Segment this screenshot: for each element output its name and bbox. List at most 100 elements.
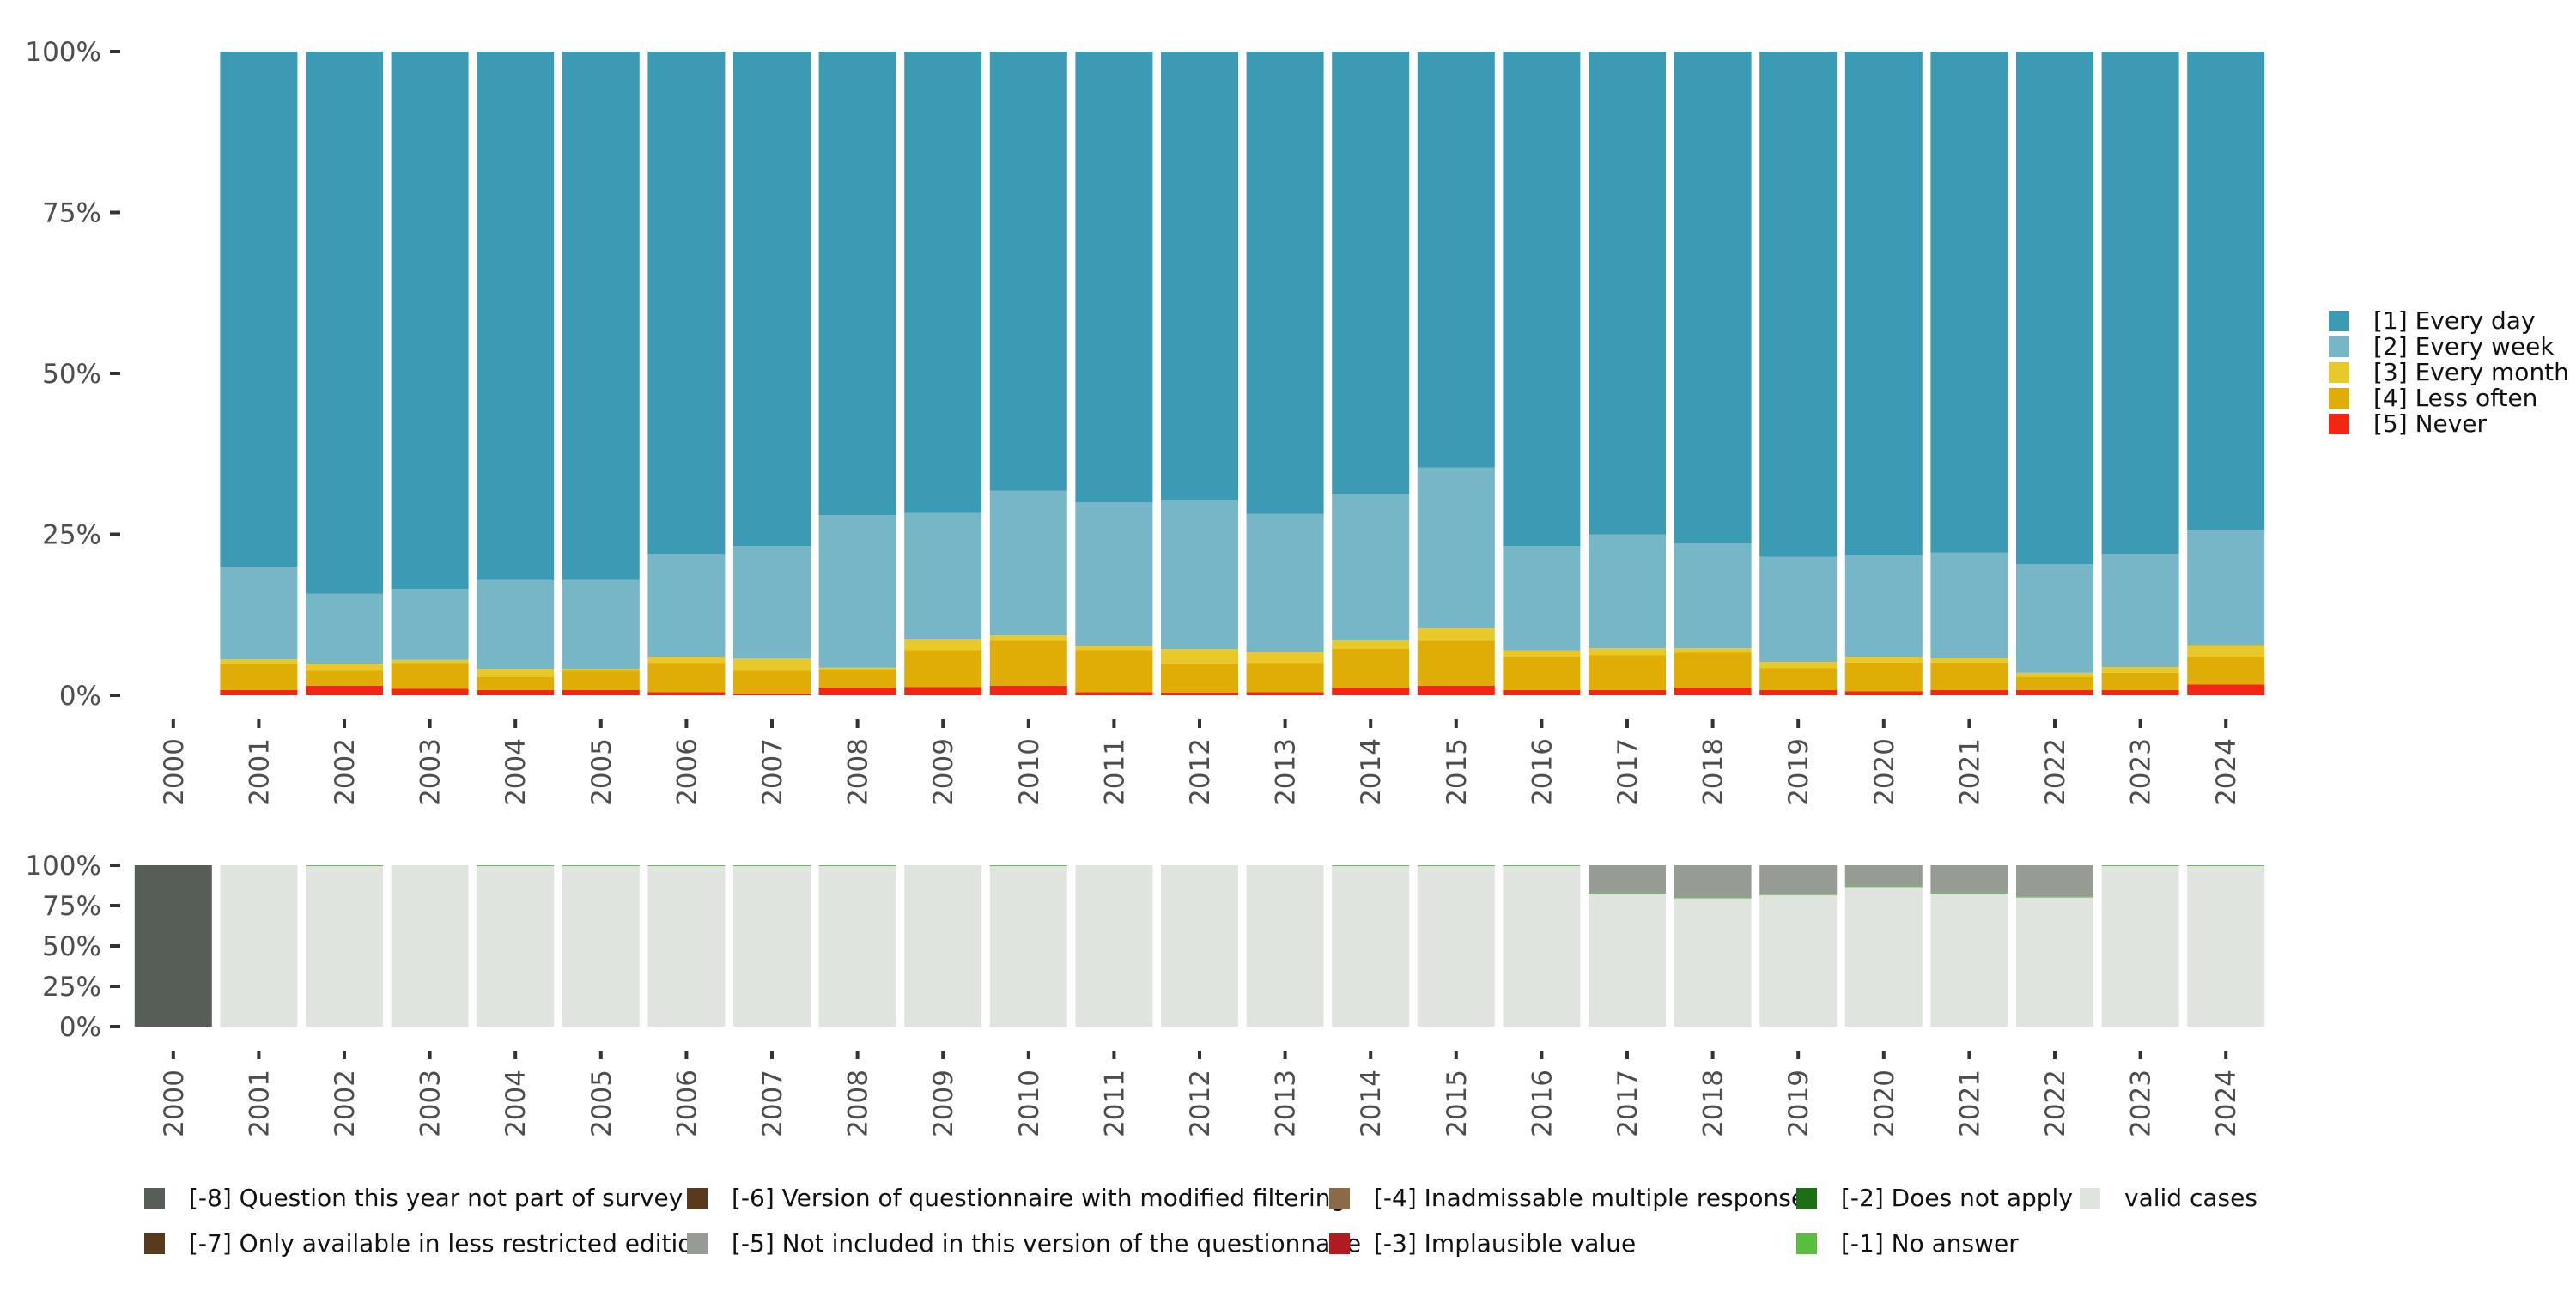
main-x-tick-label: 2012	[1185, 738, 1216, 806]
main-bar-2010-every_day	[989, 52, 1067, 491]
main-bar-2009-never	[904, 687, 982, 695]
main-x-tick-label: 2005	[586, 738, 617, 806]
main-bar-2009-every_day	[904, 52, 982, 513]
main-bar-2011-every_day	[1075, 52, 1153, 502]
main-bar-2004-less_often	[477, 677, 555, 690]
main-bar-2007-every_week	[733, 546, 811, 659]
main-bar-2023-less_often	[2101, 672, 2179, 690]
main-x-tick-label: 2008	[843, 738, 874, 806]
missing-bar-2018-valid	[1674, 898, 1752, 1027]
main-bar-2006-every_month	[647, 657, 726, 664]
main-bar-2011-every_week	[1075, 502, 1153, 646]
main-bar-2021-every_month	[1930, 658, 2008, 663]
main-bar-2012-every_day	[1161, 52, 1238, 500]
main-bar-2012-less_often	[1161, 664, 1238, 693]
main-bar-2020-less_often	[1844, 662, 1923, 692]
main-x-tick-label: 2021	[1954, 738, 1985, 806]
main-bar-2011-less_often	[1075, 650, 1153, 693]
main-bar-2003-every_week	[391, 589, 469, 660]
legend-label: [-2] Does not apply	[1841, 1184, 2073, 1212]
main-bar-2006-every_day	[647, 52, 726, 554]
missing-y-tick-label: 100%	[25, 851, 101, 882]
main-bar-2016-every_day	[1503, 52, 1581, 546]
main-bar-2019-every_day	[1759, 52, 1838, 557]
legend-swatch-missing_1	[1796, 1233, 1817, 1254]
main-bar-2012-never	[1161, 693, 1238, 695]
missing-bar-2021-missing_5	[1930, 865, 2008, 893]
missing-x-tick-label: 2018	[1698, 1070, 1729, 1137]
main-bar-2001-every_day	[220, 52, 298, 567]
missing-bar-2018-missing_1	[1674, 897, 1752, 899]
main-bar-2001-every_month	[220, 659, 298, 664]
legend-swatch-every_month	[2329, 362, 2349, 383]
main-bar-2015-less_often	[1417, 640, 1495, 686]
missing-bar-2007-missing_1	[733, 865, 811, 866]
main-bar-2018-every_week	[1674, 543, 1752, 649]
legend-label: valid cases	[2124, 1184, 2257, 1212]
legend-swatch-less_often	[2329, 388, 2349, 409]
main-bar-2013-every_day	[1246, 52, 1324, 514]
main-bar-2014-never	[1332, 688, 1410, 695]
missing-x-tick-label: 2024	[2211, 1070, 2242, 1137]
main-bar-2022-every_month	[2016, 672, 2093, 677]
main-x-tick-label: 2001	[244, 738, 275, 806]
main-bar-2004-every_month	[477, 669, 555, 677]
missing-bar-2014-valid	[1332, 865, 1410, 1027]
main-x-tick-label: 2004	[501, 738, 532, 806]
main-bar-2013-never	[1246, 692, 1324, 695]
main-x-tick-label: 2022	[2040, 738, 2071, 806]
missing-bar-2018-missing_5	[1674, 865, 1752, 898]
main-bar-2022-every_day	[2016, 52, 2093, 564]
main-bar-2006-every_week	[647, 554, 726, 657]
missing-x-tick-label: 2001	[244, 1070, 275, 1137]
missing-x-tick-label: 2005	[586, 1070, 617, 1137]
main-bar-2023-every_week	[2101, 554, 2179, 667]
missing-y-tick-label: 50%	[42, 931, 101, 962]
missing-bar-2011-valid	[1075, 865, 1153, 1027]
main-bar-2015-every_week	[1417, 467, 1495, 628]
legend-swatch-missing_5	[687, 1233, 708, 1254]
main-bar-2002-every_month	[306, 664, 383, 671]
main-bar-2014-every_month	[1332, 640, 1410, 649]
missing-x-tick-label: 2021	[1954, 1070, 1985, 1137]
main-bar-2014-less_often	[1332, 649, 1410, 688]
missing-bar-2023-missing_1	[2101, 865, 2179, 866]
main-bar-2003-never	[391, 688, 469, 695]
legend-swatch-missing_6	[687, 1188, 708, 1209]
main-bar-2017-never	[1589, 690, 1666, 695]
legend-label: [-4] Inadmissable multiple response	[1374, 1184, 1806, 1212]
missing-bar-2016-valid	[1503, 865, 1581, 1027]
main-bar-2017-less_often	[1589, 655, 1666, 690]
main-bar-2008-every_month	[818, 667, 896, 670]
legend-label: [-6] Version of questionnaire with modif…	[732, 1184, 1346, 1212]
legend-label: [1] Every day	[2373, 306, 2536, 335]
main-bar-2006-less_often	[647, 663, 726, 693]
missing-y-tick-label: 75%	[42, 891, 101, 922]
main-bar-2013-every_week	[1246, 513, 1324, 652]
main-x-tick-label: 2013	[1271, 738, 1302, 806]
missing-bar-2017-valid	[1589, 893, 1666, 1027]
missing-x-tick-label: 2011	[1099, 1070, 1130, 1137]
missing-bar-2022-missing_5	[2016, 865, 2093, 897]
missing-bar-2009-valid	[904, 865, 982, 1027]
missing-bar-2023-valid	[2101, 865, 2179, 1027]
main-bar-2007-never	[733, 693, 811, 695]
missing-y-tick-label: 25%	[42, 972, 101, 1003]
main-bar-2019-every_month	[1759, 662, 1838, 669]
main-x-tick-label: 2006	[671, 738, 702, 806]
main-bar-2008-less_often	[818, 670, 896, 688]
missing-x-tick-label: 2015	[1442, 1070, 1473, 1137]
missing-bar-2005-valid	[562, 865, 640, 1027]
main-bar-2001-never	[220, 690, 298, 695]
main-bar-2018-never	[1674, 688, 1752, 695]
main-bar-2005-every_month	[562, 669, 640, 671]
main-bar-2015-every_day	[1417, 52, 1495, 468]
missing-bar-2000-missing_8	[134, 865, 212, 1027]
missing-bar-2024-missing_1	[2187, 865, 2265, 866]
main-bar-2009-every_month	[904, 639, 982, 651]
main-bar-2024-never	[2187, 684, 2265, 695]
main-bar-2002-every_day	[306, 52, 383, 594]
main-bar-2016-every_week	[1503, 546, 1581, 651]
legend-swatch-missing_3	[1329, 1233, 1350, 1254]
main-bar-2006-never	[647, 692, 726, 695]
